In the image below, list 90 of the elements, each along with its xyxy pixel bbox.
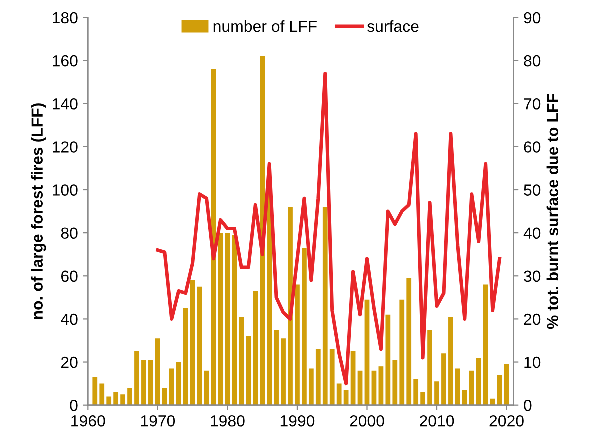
bar [434, 382, 440, 406]
bar [456, 368, 460, 406]
line-series [156, 72, 502, 386]
y2-tick-label: 0 [524, 400, 532, 412]
y2-tick-label: 40 [524, 228, 541, 240]
x-tick-label: 2010 [420, 415, 454, 427]
y2-axis-title: % tot. burnt surface due to LFF [546, 94, 559, 330]
bar [162, 388, 168, 406]
y2-tick-label: 10 [524, 356, 541, 368]
bar [176, 362, 182, 406]
bar [330, 349, 335, 406]
bar [114, 392, 119, 406]
y-tick-label: 120 [53, 142, 78, 153]
bar [274, 330, 279, 406]
x-tick-label: 2020 [490, 415, 524, 427]
bar [288, 207, 293, 406]
y-tick-label: 60 [61, 270, 78, 282]
bar [218, 233, 224, 406]
bar [260, 56, 266, 406]
bar [372, 370, 377, 406]
bar [169, 368, 174, 406]
bar [442, 354, 446, 406]
x-tick-label: 2000 [350, 415, 384, 427]
y2-tick-label: 50 [524, 184, 541, 196]
bar [197, 286, 202, 406]
bar [428, 330, 432, 406]
y-tick-label: 40 [61, 314, 78, 326]
x-tick-label: 1980 [211, 415, 245, 427]
bar [350, 352, 356, 406]
bar [120, 394, 126, 406]
bar [253, 291, 258, 406]
bar [462, 390, 468, 406]
bar [316, 349, 321, 406]
legend-label: surface [368, 20, 419, 32]
y-tick-label: 180 [53, 12, 78, 24]
y-tick-label: 80 [61, 228, 78, 240]
x-tick-label: 1970 [141, 415, 176, 427]
y-axis-title: no. of large forest fires (LFF) [31, 104, 46, 320]
y2-tick-label: 60 [524, 142, 541, 153]
bar [183, 308, 188, 406]
x-tick-label: 1960 [72, 415, 106, 427]
bar [469, 370, 474, 406]
bar [497, 375, 502, 406]
bar [476, 358, 482, 406]
bar [295, 284, 300, 406]
bar [100, 384, 105, 406]
y-tick-label: 20 [61, 356, 78, 368]
bar [344, 390, 349, 406]
bar [490, 398, 496, 406]
bar [483, 284, 488, 406]
bar [448, 317, 454, 406]
bar [420, 392, 426, 406]
bar [414, 380, 419, 406]
bar [239, 317, 244, 406]
y-tick-label: 160 [53, 55, 78, 67]
bar [281, 338, 286, 406]
bar [302, 248, 307, 406]
bar [386, 314, 391, 406]
bar [358, 370, 363, 406]
bar [155, 338, 160, 406]
bar [92, 377, 98, 406]
y-tick-label: 140 [53, 98, 78, 110]
bar [142, 360, 146, 406]
bar [364, 300, 370, 406]
bar [106, 396, 112, 406]
y2-tick-label: 90 [524, 12, 541, 24]
bar [322, 207, 328, 406]
bar [308, 368, 314, 406]
x-tick-label: 1990 [280, 415, 315, 427]
bar [336, 384, 342, 406]
bar [190, 280, 196, 406]
bar [204, 370, 210, 406]
y2-tick-label: 70 [524, 98, 541, 110]
bar [392, 360, 398, 406]
y-tick-label: 0 [70, 400, 78, 412]
y2-tick-label: 80 [524, 55, 541, 67]
y-tick-label: 100 [53, 184, 78, 196]
legend-label: number of LFF [214, 20, 317, 32]
bar [246, 336, 252, 406]
bar [134, 352, 140, 406]
y2-tick-label: 20 [524, 314, 541, 326]
bar [225, 233, 230, 406]
bar [406, 278, 412, 406]
bar [148, 360, 154, 406]
bar [232, 235, 238, 406]
bar [378, 366, 384, 406]
bar [128, 388, 132, 406]
bar [400, 300, 405, 406]
y2-tick-label: 30 [524, 270, 541, 282]
bar [504, 364, 510, 406]
